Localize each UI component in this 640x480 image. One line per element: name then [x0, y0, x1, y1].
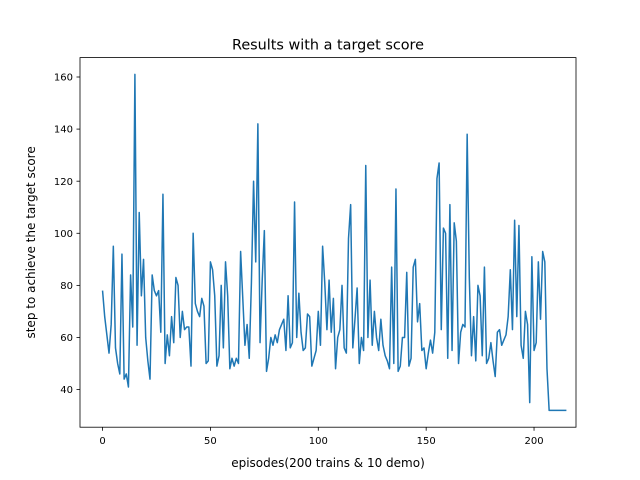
x-tick-label: 50: [204, 436, 217, 447]
series-line: [101, 73, 567, 412]
y-tick-label: 40: [60, 385, 73, 396]
x-tick-label: 100: [309, 436, 328, 447]
x-tick-label: 150: [417, 436, 436, 447]
x-tick-label: 200: [524, 436, 543, 447]
x-tick-label: 0: [99, 436, 105, 447]
y-axis-label: step to achieve the target score: [24, 146, 38, 338]
x-axis-label: episodes(200 trains & 10 demo): [231, 456, 425, 470]
y-tick-label: 100: [54, 229, 73, 240]
y-tick-label: 140: [54, 125, 73, 136]
x-axis-ticks: 0 50 100 150 200: [99, 427, 544, 447]
y-tick-label: 60: [60, 333, 73, 344]
y-tick-label: 160: [54, 73, 73, 84]
y-tick-label: 80: [60, 281, 73, 292]
y-axis-ticks: 40 60 80 100 120 140 160: [54, 73, 80, 396]
y-tick-label: 120: [54, 177, 73, 188]
plot-area-frame: [79, 57, 577, 428]
chart-title: Results with a target score: [232, 38, 424, 54]
plot-line-layer: [101, 73, 567, 412]
